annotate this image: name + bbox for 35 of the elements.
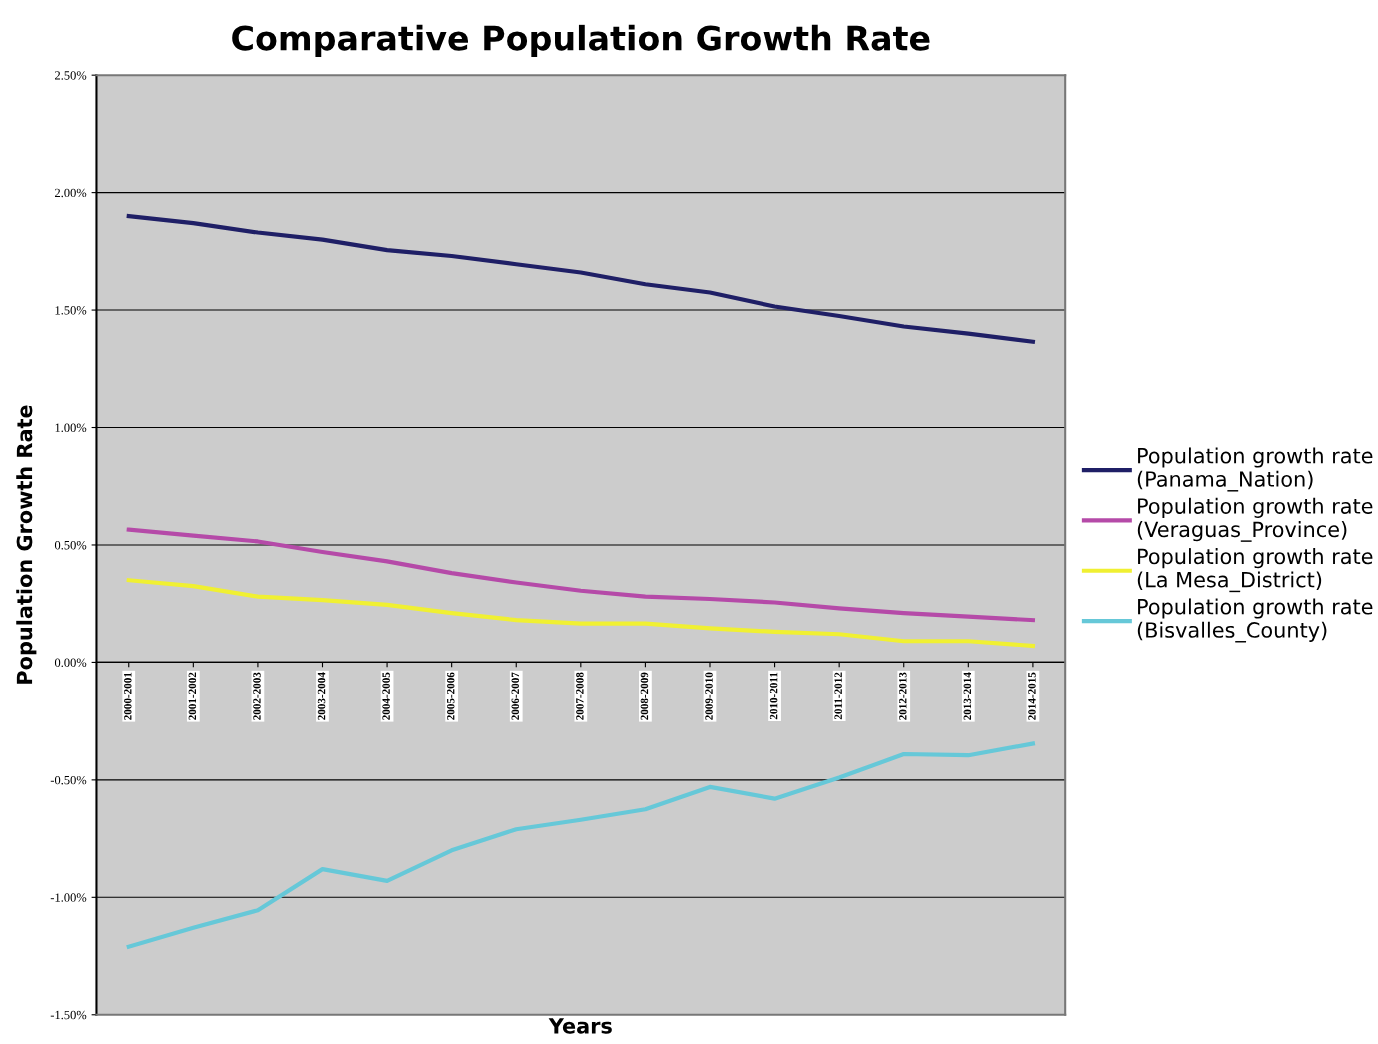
chart-title: Comparative Population Growth Rate (232, 24, 930, 58)
line-series (126, 214, 1035, 344)
y-tick-label: -1.50% (50, 1010, 87, 1020)
legend-label: Population growth rate (Veraguas_Province) (1137, 497, 1373, 542)
x-tick-label: 2013-2014 (963, 672, 972, 720)
legend-label: Population growth rate (Panama_Nation) (1137, 447, 1373, 492)
line-series (126, 578, 1035, 649)
x-tick-label: 2014-2015 (1028, 672, 1036, 720)
x-tick-label: 2000-2001 (124, 672, 132, 720)
x-tick-label: 2005-2006 (446, 672, 455, 720)
legend-label: Population growth rate (Bisvalles_County) (1137, 598, 1373, 643)
x-tick-label: 2004-2005 (382, 672, 390, 720)
x-tick-label: 2008-2009 (640, 672, 649, 720)
x-tick-label: 2012-2013 (899, 672, 907, 720)
x-tick-label: 2003-2004 (317, 672, 326, 720)
y-tick-label: 1.50% (55, 306, 87, 315)
line-series (126, 741, 1035, 949)
y-tick-label: 2.50% (55, 71, 87, 80)
y-tick-label: 1.00% (55, 423, 87, 433)
x-tick-label: 2010-2011 (769, 672, 778, 720)
y-tick-label: 0.50% (54, 540, 87, 550)
x-tick-label: 2001-2002 (188, 672, 197, 720)
x-tick-label: 2006-2007 (511, 672, 520, 720)
x-tick-label: 2011-2012 (834, 672, 842, 720)
y-tick-label: -0.50% (50, 775, 87, 785)
y-tick-label: -1.00% (50, 893, 87, 902)
x-tick-label: 2002-2003 (253, 672, 261, 720)
y-tick-label: 2.00% (55, 188, 87, 198)
legend-label: Population growth rate (La Mesa_District) (1137, 548, 1373, 593)
y-axis-title: Population Growth Rate (16, 405, 37, 684)
line-series (126, 527, 1035, 623)
x-tick-label: 2007-2008 (576, 672, 584, 720)
y-tick-label: 0.00% (54, 658, 87, 667)
x-tick-label: 2009-2010 (705, 672, 713, 720)
x-axis-title: Years (548, 1018, 612, 1034)
